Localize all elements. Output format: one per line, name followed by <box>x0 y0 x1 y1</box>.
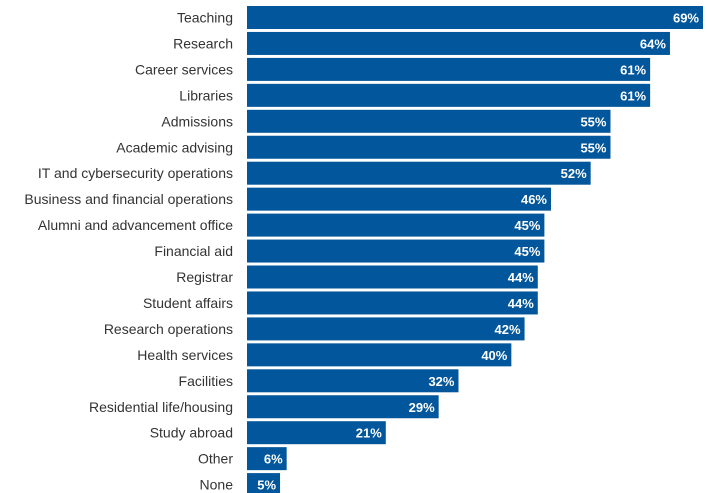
category-label: Alumni and advancement office <box>38 217 233 233</box>
category-label: Teaching <box>177 10 233 26</box>
bar <box>247 239 545 263</box>
category-label: Research <box>173 35 233 51</box>
value-label: 45% <box>514 218 540 233</box>
value-label: 69% <box>673 11 699 26</box>
bar-group: Residential life/housing 29% <box>89 395 439 419</box>
category-label: Libraries <box>179 87 233 103</box>
bar-group: Study abroad 21% <box>150 421 386 445</box>
bar-group: Registrar 44% <box>176 265 538 289</box>
bar <box>247 447 287 471</box>
value-label: 46% <box>521 192 547 207</box>
value-label: 44% <box>508 270 534 285</box>
bar-group: Financial aid 45% <box>154 239 545 263</box>
category-label: Student affairs <box>143 295 233 311</box>
bar-group: Admissions 55% <box>161 109 611 133</box>
category-label: Business and financial operations <box>24 191 233 207</box>
value-label: 29% <box>409 400 435 415</box>
value-label: 5% <box>257 478 276 493</box>
value-label: 61% <box>620 62 646 77</box>
category-label: Registrar <box>176 269 233 285</box>
bar <box>247 83 651 107</box>
bar <box>247 109 611 133</box>
bar <box>247 187 551 211</box>
category-label: Admissions <box>161 113 233 129</box>
bar-group: Academic advising 55% <box>116 135 611 159</box>
bar-group: Student affairs 44% <box>143 291 538 315</box>
category-label: Financial aid <box>154 243 233 259</box>
value-label: 6% <box>264 452 283 467</box>
bar <box>247 161 591 185</box>
value-label: 52% <box>561 166 587 181</box>
category-label: IT and cybersecurity operations <box>38 165 233 181</box>
bar-group: Research operations 42% <box>104 317 525 341</box>
bar <box>247 395 439 419</box>
category-label: Facilities <box>179 373 233 389</box>
bar-group: None 5% <box>200 473 281 493</box>
bar <box>247 213 545 237</box>
bar-group: Health services 40% <box>137 343 512 367</box>
bar <box>247 317 525 341</box>
category-label: Residential life/housing <box>89 399 233 415</box>
bar <box>247 291 538 315</box>
bar <box>247 421 386 445</box>
value-label: 55% <box>580 140 606 155</box>
bar <box>247 343 512 367</box>
bar-group: Other 6% <box>198 447 287 471</box>
bar <box>247 473 281 493</box>
value-label: 64% <box>640 36 666 51</box>
value-label: 45% <box>514 244 540 259</box>
category-label: Study abroad <box>150 425 233 441</box>
bar-group: Libraries 61% <box>179 83 651 107</box>
bar-group: Teaching 69% <box>177 6 703 29</box>
bar <box>247 265 538 289</box>
value-label: 40% <box>481 348 507 363</box>
value-label: 61% <box>620 88 646 103</box>
value-label: 44% <box>508 296 534 311</box>
category-label: Other <box>198 451 233 467</box>
bar <box>247 6 703 29</box>
category-label: Academic advising <box>116 139 233 155</box>
bar <box>247 31 670 55</box>
value-label: 42% <box>495 322 521 337</box>
value-label: 21% <box>356 426 382 441</box>
bar-group: Business and financial operations 46% <box>24 187 551 211</box>
bar <box>247 57 651 81</box>
category-label: None <box>200 477 234 493</box>
category-label: Career services <box>135 61 233 77</box>
bar <box>247 135 611 159</box>
bar-group: Alumni and advancement office 45% <box>38 213 545 237</box>
bar-group: Career services 61% <box>135 57 651 81</box>
bar-group: Research 64% <box>173 31 670 55</box>
bar-group: IT and cybersecurity operations 52% <box>38 161 591 185</box>
bar <box>247 369 459 393</box>
value-label: 32% <box>428 374 454 389</box>
category-label: Research operations <box>104 321 233 337</box>
category-label: Health services <box>137 347 233 363</box>
bar-group: Facilities 32% <box>179 369 459 393</box>
value-label: 55% <box>580 114 606 129</box>
